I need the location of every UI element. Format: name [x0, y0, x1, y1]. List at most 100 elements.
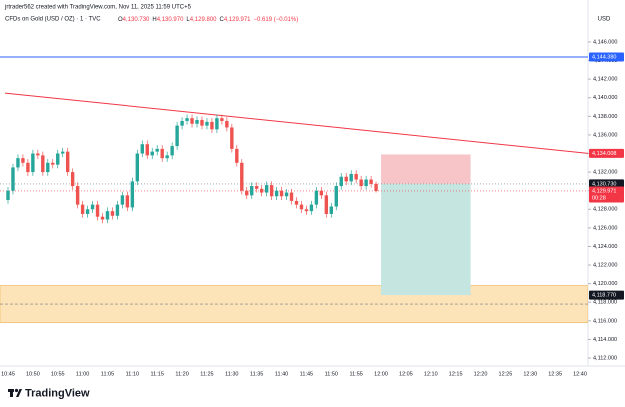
candle-body	[324, 195, 329, 214]
candle-body	[110, 211, 115, 216]
y-tick-label: 4,128.000	[593, 207, 617, 213]
horizontal-line-label-bg	[589, 52, 624, 62]
y-tick-label: 4,126.000	[593, 225, 617, 231]
candle-body	[314, 190, 319, 205]
x-tick-label: 12:35	[548, 371, 562, 377]
y-tick-label: 4,116.000	[593, 318, 617, 324]
horizontal-line-label: 4,144.380	[592, 54, 616, 60]
candle-body	[145, 144, 149, 156]
change: −0.619 (−0.01%)	[254, 17, 299, 23]
candle-body	[309, 204, 314, 212]
x-tick-label: 10:45	[1, 371, 15, 377]
x-tick-label: 12:10	[424, 371, 438, 377]
candle-body	[349, 173, 353, 182]
x-tick-label: 12:05	[399, 371, 413, 377]
candle-body	[105, 211, 110, 220]
y-tick-label: 4,122.000	[593, 263, 617, 269]
candle-body	[264, 185, 269, 193]
candle-body	[65, 151, 70, 173]
candle-body	[369, 179, 373, 184]
y-tick-label: 4,112.000	[593, 355, 617, 361]
position-stop	[381, 154, 471, 184]
candle-body	[95, 204, 100, 217]
candle-body	[235, 148, 239, 163]
candle-body	[51, 162, 55, 165]
brand: TradingView	[25, 387, 90, 399]
candle-body	[26, 162, 30, 173]
ohlc-value: 4,129.971	[224, 17, 251, 23]
candle-body	[41, 155, 45, 173]
candle-body	[225, 120, 229, 128]
candle-body	[85, 209, 90, 214]
plot	[0, 56, 588, 324]
last-price-label: 4,129.971	[592, 188, 616, 194]
candle-body	[269, 185, 274, 197]
y-tick-label: 4,118.000	[593, 300, 617, 306]
candle-body	[80, 204, 85, 214]
candle-body	[230, 127, 234, 149]
y-tick-label: 4,138.000	[593, 114, 617, 120]
candle-body	[175, 125, 179, 147]
candle-body	[299, 204, 304, 210]
target-label-bg	[589, 290, 624, 300]
position-target	[381, 183, 471, 296]
ohlc-value: 4,130.970	[157, 17, 184, 23]
x-tick-label: 12:15	[449, 371, 463, 377]
candle-body	[250, 186, 254, 196]
candle-body	[215, 118, 219, 130]
candle-body	[140, 144, 144, 154]
x-tick-label: 11:05	[101, 371, 114, 377]
candle-body	[364, 179, 368, 187]
candle-body	[245, 190, 249, 196]
zone	[0, 285, 588, 324]
candle-body	[240, 162, 244, 191]
candle-body	[120, 195, 125, 205]
y-tick-label: 4,142.000	[593, 77, 617, 83]
candle-body	[210, 121, 214, 130]
candle-body	[75, 186, 80, 205]
candle-body	[135, 153, 140, 182]
x-tick-label: 11:15	[151, 371, 164, 377]
candle-body	[180, 120, 184, 126]
candle-body	[255, 186, 259, 189]
candle-body	[205, 121, 209, 126]
candle-body	[374, 183, 378, 191]
symbol: CFDs on Gold (USD / OZ) · 1 · TVC	[5, 17, 101, 23]
open-line-label: 4,130.730	[592, 181, 616, 187]
x-tick-label: 11:10	[126, 371, 139, 377]
candle-body	[36, 153, 40, 156]
candle-body	[125, 195, 130, 208]
candle-body	[284, 192, 289, 197]
x-tick-label: 12:40	[573, 371, 587, 377]
ohlc-key: O	[118, 17, 123, 23]
candle-body	[31, 153, 35, 173]
ohlc-value: 4,130.730	[123, 17, 150, 23]
candle-body	[100, 216, 105, 220]
x-tick-label: 12:30	[523, 371, 537, 377]
x-tick-label: 11:40	[275, 371, 288, 377]
candle-body	[130, 181, 135, 208]
candle-body	[155, 148, 159, 152]
open-line-label-bg	[589, 179, 624, 189]
candle-body	[16, 158, 20, 168]
candle-body	[56, 153, 60, 165]
y-tick-label: 4,140.000	[593, 95, 617, 101]
trend-line-label: 4,134.008	[592, 151, 616, 157]
credit: jrtrader562 created with TradingView.com…	[4, 5, 192, 11]
last-price-label-bg	[589, 186, 624, 203]
ohlc: O4,130.730 H4,130.970 L4,129.800 C4,129.971…	[118, 17, 298, 23]
logo	[8, 388, 22, 397]
candle-body	[185, 118, 189, 121]
candle-body	[70, 172, 75, 187]
x-tick-label: 11:45	[300, 371, 313, 377]
candle-body	[279, 190, 284, 197]
countdown: 00:28	[592, 195, 606, 201]
y-tick-label: 4,120.000	[593, 281, 617, 287]
x-tick-label: 11:30	[225, 371, 238, 377]
y-tick-label: 4,132.000	[593, 170, 617, 176]
candle-body	[150, 151, 154, 156]
candle-body	[160, 148, 164, 159]
candle-body	[274, 190, 279, 197]
x-tick-label: 12:25	[499, 371, 513, 377]
